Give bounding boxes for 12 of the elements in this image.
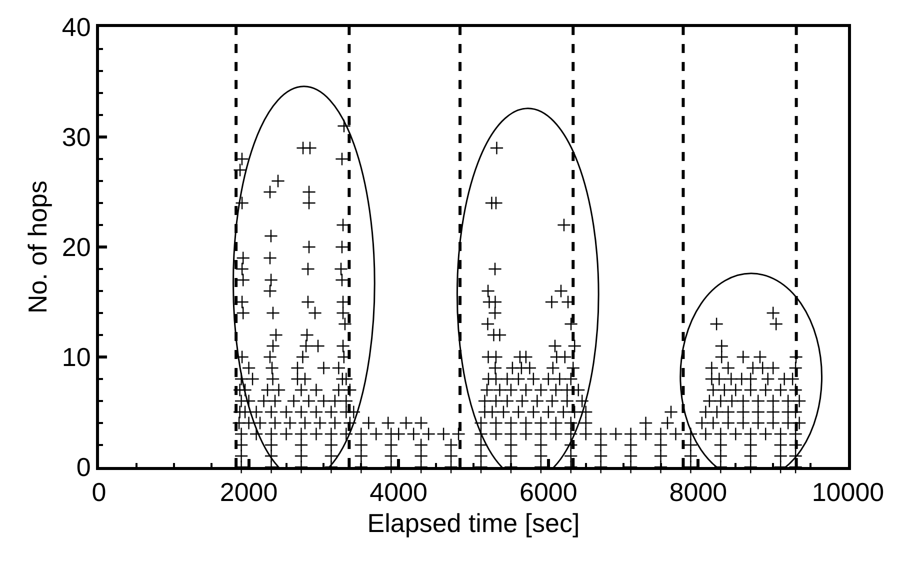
x-tick-label: 2000 bbox=[220, 477, 278, 508]
x-tick-label: 6000 bbox=[519, 477, 578, 508]
y-tick-label: 40 bbox=[62, 12, 91, 42]
x-tick-label: 8000 bbox=[669, 477, 728, 508]
y-tick-label: 0 bbox=[76, 452, 91, 482]
x-tick-label: 4000 bbox=[370, 477, 428, 508]
y-tick-label: 30 bbox=[62, 122, 91, 152]
y-tick-label: 20 bbox=[62, 232, 91, 262]
y-tick-label: 10 bbox=[62, 342, 91, 372]
y-axis-title: No. of hops bbox=[22, 180, 52, 314]
x-tick-label: 10000 bbox=[812, 477, 884, 508]
x-axis-title: Elapsed time [sec] bbox=[367, 508, 580, 538]
